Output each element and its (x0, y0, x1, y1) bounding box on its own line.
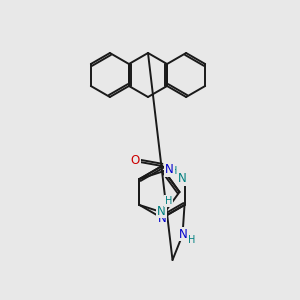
Text: H: H (188, 235, 195, 245)
Text: H: H (164, 196, 172, 206)
Text: N: N (157, 205, 166, 218)
Text: N: N (179, 227, 188, 241)
Text: N: N (178, 172, 187, 185)
Text: O: O (130, 154, 140, 167)
Text: H: H (170, 166, 177, 176)
Text: N: N (165, 164, 174, 176)
Text: N: N (158, 212, 166, 226)
